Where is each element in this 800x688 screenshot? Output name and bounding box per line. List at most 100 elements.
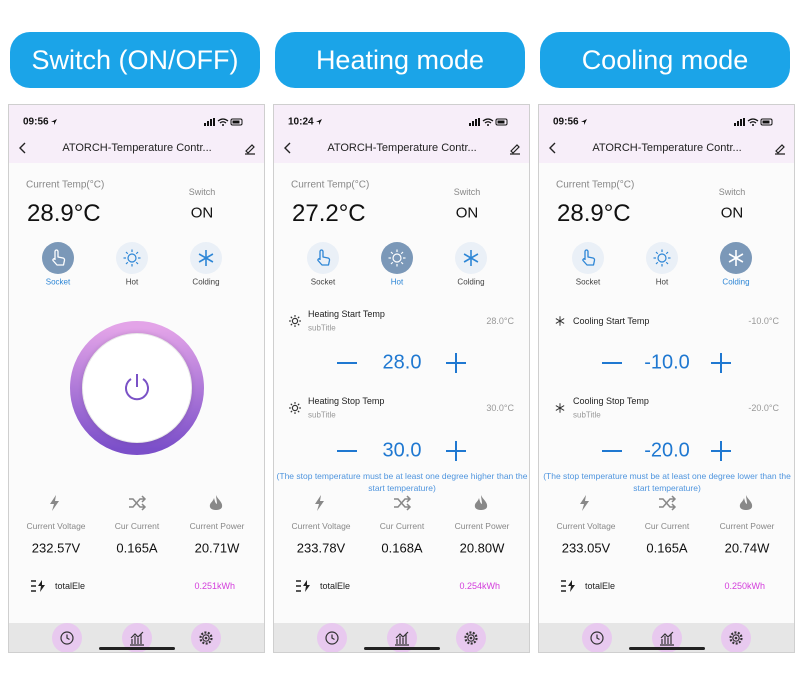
setting-label: Cooling Stop Temp [573, 396, 649, 406]
tab-icon [199, 631, 213, 645]
setting-value: -20.0°C [748, 403, 779, 413]
status-icons-part [743, 118, 745, 126]
tab-button[interactable] [721, 623, 751, 652]
setting-icon-part [291, 404, 299, 412]
power-ring[interactable] [62, 313, 212, 463]
mode-icon-part [657, 253, 667, 263]
switch-label: Switch [453, 187, 481, 197]
phone-screen: 09:56 ATORCH-Temperature Contr... Current … [8, 104, 265, 653]
increase-button[interactable] [711, 353, 731, 373]
metric-icon-part [659, 495, 677, 511]
mode-button[interactable] [190, 242, 222, 274]
tab-button[interactable] [191, 623, 221, 652]
metric-icon-part [50, 495, 59, 511]
tab-button[interactable] [317, 623, 347, 652]
power-button[interactable] [83, 334, 191, 442]
phone-screen: 09:56 ATORCH-Temperature Contr... Current … [538, 104, 795, 653]
mode-button[interactable] [572, 242, 604, 274]
edit-button[interactable] [245, 143, 255, 155]
status-location-part [581, 119, 587, 125]
setting-icon-part [290, 403, 293, 406]
increase-button[interactable] [711, 441, 731, 461]
setting-value: -10.0°C [748, 316, 779, 326]
mode-icon-part [655, 261, 659, 265]
edit-button[interactable] [510, 143, 520, 155]
mode-button[interactable] [455, 242, 487, 274]
mode-icon-part [392, 253, 402, 263]
edit-button[interactable] [775, 143, 785, 155]
status-icons-part [495, 118, 508, 126]
tab-icon [395, 631, 409, 646]
home-indicator [629, 647, 705, 650]
mode-icon [52, 249, 66, 266]
mode-button[interactable] [42, 242, 74, 274]
metric-icon [315, 495, 324, 511]
mode-icon-part [390, 261, 394, 265]
status-icons-part [222, 124, 224, 126]
tab-button[interactable] [456, 623, 486, 652]
status-location [51, 119, 57, 125]
mode-button[interactable] [646, 242, 678, 274]
mode-button[interactable] [307, 242, 339, 274]
setting-icon-part [290, 316, 293, 319]
mode-button[interactable] [720, 242, 752, 274]
metric-icon [659, 495, 677, 511]
metric-icon [394, 495, 412, 511]
decrease-button-part [337, 362, 357, 364]
metric-value: 0.165A [646, 540, 688, 556]
mode-icon-part [582, 249, 596, 266]
metric-icon-part [474, 495, 488, 510]
total-icon [296, 580, 310, 592]
increase-button[interactable] [446, 353, 466, 373]
mode-icon-part [125, 251, 129, 255]
increase-button-part [720, 353, 722, 373]
mode-icon-part [390, 251, 394, 255]
app-header [274, 105, 529, 163]
app-title: ATORCH-Temperature Contr... [62, 142, 212, 154]
total-icon-part [38, 580, 45, 592]
back-button[interactable] [549, 142, 556, 154]
status-icons-part [747, 118, 759, 124]
tab-icon-part [130, 631, 144, 646]
status-icons-part [475, 119, 477, 126]
mode-label: Socket [310, 277, 336, 287]
tab-button[interactable] [582, 623, 612, 652]
current-temp: 28.9°C [27, 200, 101, 227]
setpoint: 30.0 [382, 439, 422, 462]
tab-button[interactable] [52, 623, 82, 652]
setpoint: 28.0 [382, 351, 422, 374]
tab-icon [325, 631, 339, 645]
status-icons-part [752, 124, 754, 126]
mode-label: Colding [722, 277, 750, 287]
setting-icon-part [555, 405, 565, 411]
setting-icon [555, 403, 565, 413]
mode-button[interactable] [116, 242, 148, 274]
power-icon-part [125, 378, 149, 401]
status-icons-part [740, 119, 742, 126]
tab-bar [274, 623, 529, 652]
mode-button[interactable] [381, 242, 413, 274]
tab-icon-part [202, 634, 210, 642]
increase-button[interactable] [446, 441, 466, 461]
setting-icon [555, 316, 565, 326]
mode-icon-part [463, 253, 479, 263]
current-temp: 28.9°C [557, 200, 631, 227]
current-temp-label: Current Temp(°C) [291, 179, 370, 191]
back-button[interactable] [284, 142, 291, 154]
status-icons-part [469, 123, 471, 126]
decrease-button[interactable] [337, 362, 357, 364]
decrease-button[interactable] [602, 362, 622, 364]
back-button[interactable] [19, 142, 26, 154]
switch-state: ON [455, 204, 479, 222]
mode-banner: Heating mode [275, 32, 525, 88]
decrease-button[interactable] [337, 450, 357, 452]
tab-icon-part [60, 631, 74, 645]
decrease-button[interactable] [602, 450, 622, 452]
mode-icon-part [400, 261, 404, 265]
tab-icon-part [204, 636, 208, 640]
setting-note: (The stop temperature must be at least o… [543, 471, 791, 493]
metric-label: Current Voltage [26, 521, 86, 531]
mode-label: Hot [125, 277, 139, 287]
setting-icon-part [297, 410, 300, 413]
